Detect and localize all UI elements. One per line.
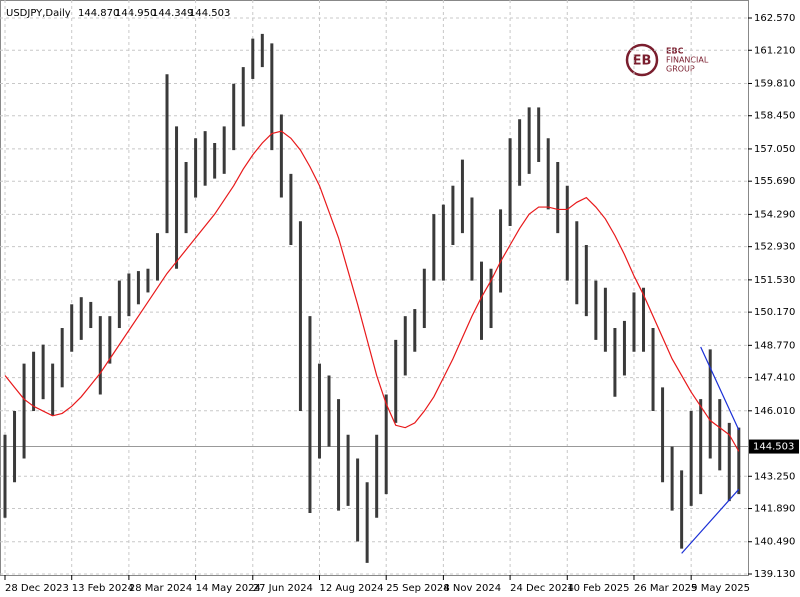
moving-average (4, 130, 740, 452)
x-tick-label: 13 Feb 2024 (72, 583, 134, 594)
header-value: 144.349 (152, 8, 193, 19)
x-tick-label: 25 Sep 2024 (386, 583, 449, 594)
header-value: 144.870 (78, 8, 119, 19)
logo-text: GROUP (666, 65, 695, 74)
y-tick-label: 159.810 (754, 78, 795, 89)
y-tick-label: 155.690 (754, 176, 795, 187)
y-tick-label: 161.210 (754, 45, 795, 56)
x-tick-label: 28 Dec 2023 (5, 583, 69, 594)
x-tick-label: 9 May 2025 (691, 583, 750, 594)
y-tick-label: 140.490 (754, 537, 795, 548)
logo-text: EBC (666, 47, 684, 56)
last-price-label: 144.503 (753, 442, 794, 453)
x-tick-label: 10 Feb 2025 (567, 583, 629, 594)
header-value: 144.950 (115, 8, 156, 19)
trendline (681, 488, 740, 554)
y-tick-label: 143.250 (754, 471, 795, 482)
x-tick-label: 28 Mar 2024 (129, 583, 192, 594)
logo: EB EBC FINANCIAL GROUP (625, 43, 709, 77)
logo-text: FINANCIAL (666, 56, 709, 65)
y-tick-label: 146.010 (754, 406, 795, 417)
y-tick-label: 151.530 (754, 275, 795, 286)
y-tick-label: 158.450 (754, 111, 795, 122)
last-price-tag (749, 439, 799, 454)
x-tick-label: 14 May 2024 (196, 583, 261, 594)
y-tick-label: 150.170 (754, 307, 795, 318)
x-tick-label: 27 Jun 2024 (253, 583, 313, 594)
logo-mark: EB (633, 54, 652, 69)
x-tick-label: 24 Dec 2024 (510, 583, 574, 594)
x-tick-label: 8 Nov 2024 (443, 583, 501, 594)
x-tick-label: 26 Mar 2025 (634, 583, 697, 594)
symbol: USDJPY,Daily (6, 8, 71, 19)
y-tick-label: 162.570 (754, 13, 795, 24)
logo-ring (625, 43, 659, 77)
y-tick-label: 148.770 (754, 340, 795, 351)
header-value: 144.503 (189, 8, 230, 19)
trendline (700, 346, 740, 431)
y-tick-label: 147.410 (754, 373, 795, 384)
x-tick-label: 12 Aug 2024 (319, 583, 383, 594)
y-tick-label: 141.890 (754, 504, 795, 515)
plot-frame (0, 0, 749, 576)
y-tick-label: 157.050 (754, 144, 795, 155)
y-tick-label: 154.290 (754, 209, 795, 220)
y-tick-label: 152.930 (754, 242, 795, 253)
y-tick-label: 139.130 (754, 569, 795, 580)
